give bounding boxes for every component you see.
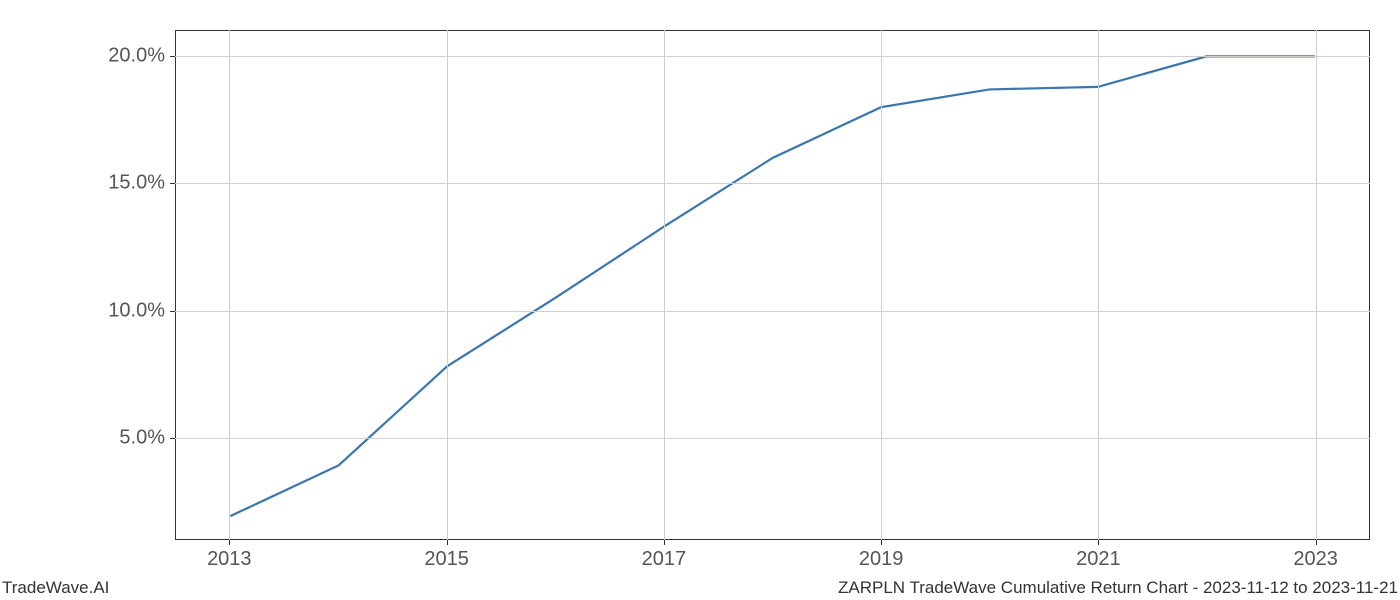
y-tick-label: 15.0%	[85, 172, 165, 195]
y-tick-mark	[170, 438, 175, 439]
x-tick-mark	[447, 540, 448, 545]
line-chart-svg	[176, 31, 1369, 539]
grid-line-vertical	[447, 30, 448, 540]
grid-line-vertical	[229, 30, 230, 540]
grid-line-vertical	[881, 30, 882, 540]
x-tick-label: 2023	[1293, 548, 1338, 571]
y-tick-mark	[170, 56, 175, 57]
y-tick-mark	[170, 183, 175, 184]
x-tick-label: 2019	[859, 548, 904, 571]
grid-line-horizontal	[175, 183, 1370, 184]
chart-plot-area	[175, 30, 1370, 540]
y-tick-mark	[170, 311, 175, 312]
grid-line-vertical	[1098, 30, 1099, 540]
grid-line-horizontal	[175, 311, 1370, 312]
x-tick-label: 2013	[207, 548, 252, 571]
x-tick-label: 2015	[424, 548, 469, 571]
grid-line-horizontal	[175, 438, 1370, 439]
grid-line-horizontal	[175, 56, 1370, 57]
x-tick-mark	[1098, 540, 1099, 545]
x-tick-mark	[1316, 540, 1317, 545]
x-tick-mark	[881, 540, 882, 545]
chart-line-series	[230, 56, 1315, 516]
x-tick-mark	[664, 540, 665, 545]
y-tick-label: 10.0%	[85, 299, 165, 322]
footer-caption: ZARPLN TradeWave Cumulative Return Chart…	[838, 578, 1398, 598]
footer-brand: TradeWave.AI	[2, 578, 109, 598]
x-tick-label: 2017	[642, 548, 687, 571]
x-tick-mark	[229, 540, 230, 545]
y-tick-label: 20.0%	[85, 44, 165, 67]
grid-line-vertical	[1316, 30, 1317, 540]
grid-line-vertical	[664, 30, 665, 540]
x-tick-label: 2021	[1076, 548, 1121, 571]
y-tick-label: 5.0%	[85, 427, 165, 450]
